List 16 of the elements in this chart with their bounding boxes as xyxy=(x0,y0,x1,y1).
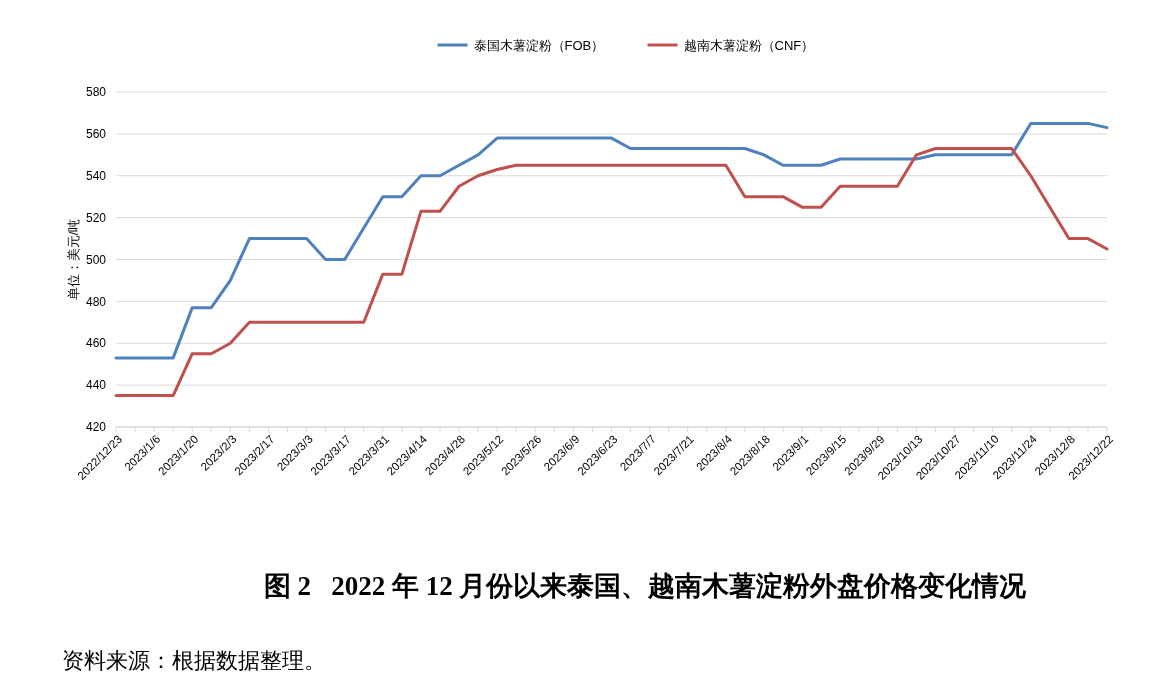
y-tick-label: 480 xyxy=(85,294,107,309)
text: 图 2 2022 年 12 月份以来泰国、越南木薯淀粉外盘价格变化情况 xyxy=(263,571,1028,601)
y-tick-label: 540 xyxy=(85,168,107,183)
y-tick-label: 500 xyxy=(85,252,107,267)
text: 资料来源：根据数据整理。 xyxy=(62,648,326,673)
legend-label: 越南木薯淀粉（CNF） xyxy=(683,37,815,53)
y-tick-label: 580 xyxy=(85,85,107,100)
y-axis-title: 单位：美元/吨 xyxy=(66,218,81,301)
line-series xyxy=(114,147,1109,398)
legend-label: 泰国木薯淀粉（FOB） xyxy=(473,37,605,53)
y-tick-label: 520 xyxy=(85,210,107,225)
line-series xyxy=(114,121,1109,360)
y-tick-label: 440 xyxy=(85,378,107,393)
y-tick-label: 460 xyxy=(85,336,107,351)
y-tick-label: 420 xyxy=(85,420,107,435)
y-tick-label: 560 xyxy=(85,127,107,142)
